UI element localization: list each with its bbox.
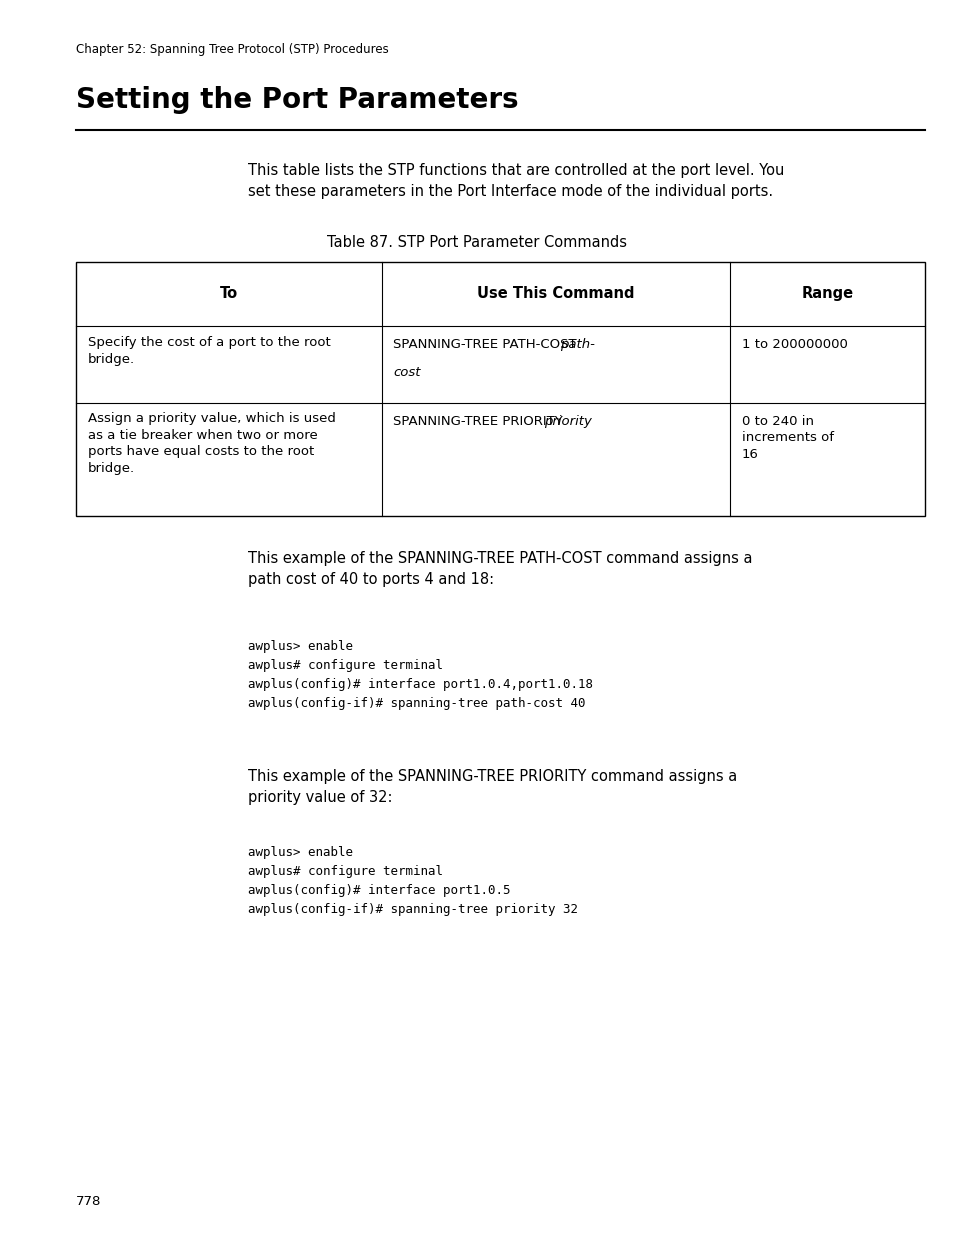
Text: Table 87. STP Port Parameter Commands: Table 87. STP Port Parameter Commands: [327, 235, 626, 249]
Text: Chapter 52: Spanning Tree Protocol (STP) Procedures: Chapter 52: Spanning Tree Protocol (STP)…: [76, 43, 389, 57]
Text: Setting the Port Parameters: Setting the Port Parameters: [76, 86, 518, 115]
Text: cost: cost: [393, 366, 420, 379]
Text: 1 to 200000000: 1 to 200000000: [740, 338, 846, 352]
Text: Assign a priority value, which is used
as a tie breaker when two or more
ports h: Assign a priority value, which is used a…: [88, 412, 335, 475]
Bar: [76, 262, 924, 516]
Text: Specify the cost of a port to the root
bridge.: Specify the cost of a port to the root b…: [88, 336, 330, 366]
Text: This example of the SPANNING-TREE PRIORITY command assigns a
priority value of 3: This example of the SPANNING-TREE PRIORI…: [248, 769, 737, 805]
Text: SPANNING-TREE PRIORITY: SPANNING-TREE PRIORITY: [393, 415, 567, 429]
Text: This table lists the STP functions that are controlled at the port level. You
se: This table lists the STP functions that …: [248, 163, 783, 199]
Text: priority: priority: [543, 415, 592, 429]
Text: awplus> enable
awplus# configure terminal
awplus(config)# interface port1.0.4,po: awplus> enable awplus# configure termina…: [248, 640, 593, 710]
Text: Range: Range: [801, 287, 853, 301]
Text: This example of the SPANNING-TREE PATH-COST command assigns a
path cost of 40 to: This example of the SPANNING-TREE PATH-C…: [248, 551, 752, 587]
Text: 778: 778: [76, 1194, 102, 1208]
Text: 0 to 240 in
increments of
16: 0 to 240 in increments of 16: [740, 415, 833, 461]
Text: Use This Command: Use This Command: [476, 287, 634, 301]
Text: SPANNING-TREE PATH-COST: SPANNING-TREE PATH-COST: [393, 338, 580, 352]
Text: To: To: [220, 287, 238, 301]
Text: awplus> enable
awplus# configure terminal
awplus(config)# interface port1.0.5
aw: awplus> enable awplus# configure termina…: [248, 846, 578, 916]
Text: path-: path-: [559, 338, 595, 352]
